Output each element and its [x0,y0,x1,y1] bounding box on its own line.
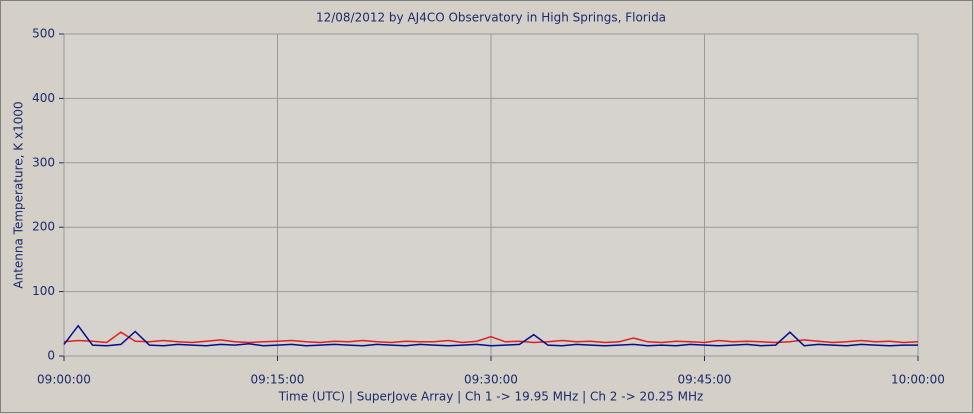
y-tick-label: 500 [32,27,55,41]
x-tick-label: 09:15:00 [251,373,305,387]
y-tick-label: 0 [47,349,55,363]
y-axis-label: Antenna Temperature, K x1000 [12,101,26,288]
series-line [63,331,919,344]
x-tick-label: 10:00:00 [891,373,945,387]
x-tick-label: 09:00:00 [37,373,91,387]
x-tick-label: 09:45:00 [678,373,732,387]
chart-title: 12/08/2012 by AJ4CO Observatory in High … [316,11,666,25]
x-tick-label: 09:30:00 [464,373,518,387]
y-tick-label: 100 [32,284,55,298]
y-tick-label: 300 [32,155,55,169]
y-tick-label: 200 [32,220,55,234]
series-line [63,324,918,347]
x-axis-label: Time (UTC) | SuperJove Array | Ch 1 -> 1… [278,390,704,404]
y-tick-label: 400 [32,91,55,105]
